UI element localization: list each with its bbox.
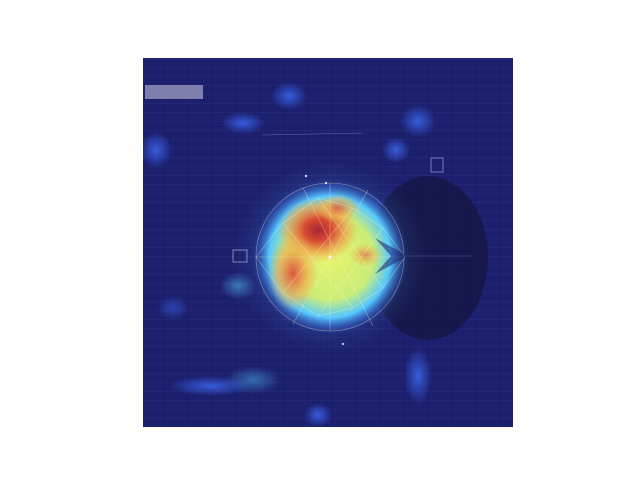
hotspot-warm bbox=[349, 243, 381, 267]
speckle bbox=[324, 181, 328, 185]
hotspot-small bbox=[157, 296, 189, 320]
small-box-marker bbox=[430, 157, 444, 173]
hotspot-warm bbox=[316, 194, 360, 222]
speckle bbox=[341, 342, 345, 346]
hotspot-small bbox=[271, 82, 307, 110]
hotspot-small bbox=[404, 348, 432, 404]
hotspot-small bbox=[169, 376, 253, 396]
hotspot-small bbox=[382, 137, 410, 163]
heatmap-figure bbox=[143, 58, 513, 427]
hotspot-small bbox=[143, 132, 172, 168]
heatmap-svg bbox=[143, 58, 513, 427]
hotspot-small bbox=[400, 105, 436, 137]
hotspot-warm bbox=[268, 235, 318, 311]
center-point bbox=[328, 255, 332, 259]
blob-notch bbox=[375, 238, 408, 274]
speckle bbox=[304, 174, 308, 178]
hotspot-small bbox=[221, 112, 265, 134]
top-left-marker-bar bbox=[145, 85, 203, 99]
hotspot-small bbox=[304, 403, 332, 427]
thin-line bbox=[262, 132, 364, 136]
